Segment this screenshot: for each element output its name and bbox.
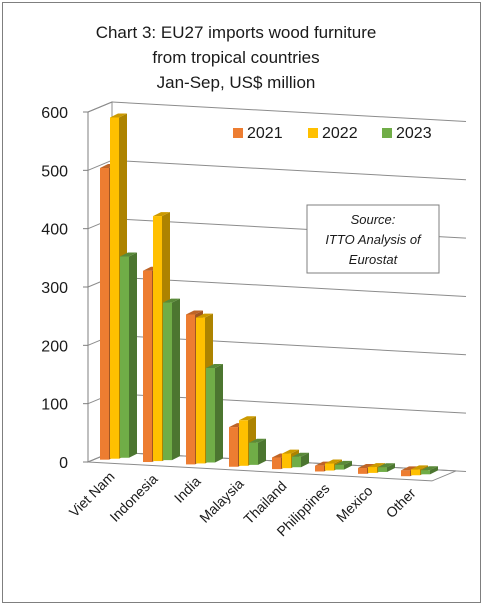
bar-front	[378, 467, 387, 472]
y-tick-label: 400	[41, 222, 68, 239]
bar-top	[249, 438, 266, 443]
bar-front	[143, 270, 152, 463]
legend-swatch-2021	[233, 128, 243, 138]
source-box-border	[306, 204, 440, 274]
source-box: Source: ITTO Analysis of Eurostat	[306, 204, 440, 274]
bar-front	[368, 467, 377, 473]
bar-front	[292, 456, 301, 468]
bar-mexico-2023	[378, 463, 395, 472]
x-tick-label: Malaysia	[196, 475, 247, 526]
y-tick-label: 500	[41, 163, 68, 180]
bar-front	[315, 465, 324, 472]
bar-top	[368, 463, 385, 468]
chart-title: Chart 3: EU27 imports wood furniture fro…	[96, 23, 377, 92]
bar-front	[153, 216, 162, 462]
bar-top	[401, 466, 418, 471]
bar-front	[282, 453, 291, 469]
bar-top	[110, 113, 127, 118]
bar-side	[301, 452, 309, 468]
x-tick-label: Mexico	[333, 482, 376, 525]
bar-front	[421, 470, 430, 475]
bar-side	[258, 438, 266, 465]
bar-front	[325, 463, 334, 471]
bar-top	[186, 310, 203, 315]
gridline-side-600	[87, 101, 113, 113]
bar-side	[129, 252, 137, 458]
x-tick-label: Other	[383, 485, 419, 521]
x-tick-label: India	[171, 473, 204, 506]
bar-front	[411, 469, 420, 476]
bar-viet-nam-2023	[120, 252, 137, 458]
bar-top	[325, 459, 342, 464]
bar-top	[282, 449, 299, 454]
bar-top	[163, 298, 180, 303]
legend: 2021 2022 2023	[233, 125, 432, 142]
bar-top	[239, 416, 256, 421]
bar-front	[206, 367, 215, 463]
bar-front	[196, 317, 205, 464]
source-line-3: Eurostat	[349, 252, 399, 267]
bar-front	[100, 167, 109, 460]
legend-swatch-2023	[382, 128, 392, 138]
bar-front	[272, 457, 281, 470]
bar-top	[421, 466, 438, 471]
bar-top	[206, 363, 223, 368]
y-tick-label: 300	[41, 280, 68, 297]
bar-top	[378, 463, 395, 468]
bar-front	[110, 117, 119, 459]
bars	[100, 113, 438, 477]
bar-indonesia-2023	[163, 298, 180, 461]
legend-swatch-2022	[308, 128, 318, 138]
bar-front	[249, 442, 258, 465]
bar-side	[172, 298, 180, 461]
gridline-600	[111, 101, 467, 122]
gridline-500	[111, 159, 467, 181]
bar-front	[239, 420, 248, 466]
bar-front	[120, 256, 129, 458]
chart-frame	[2, 2, 481, 603]
gridline-side-500	[87, 159, 113, 171]
bar-top	[120, 252, 137, 257]
bar-other-2023	[421, 466, 438, 475]
bar-front	[229, 427, 238, 467]
source-line-1: Source:	[351, 212, 396, 227]
y-axis: 0 100 200 300 400 500 600	[41, 105, 89, 472]
source-line-2: ITTO Analysis of	[325, 232, 422, 247]
gridline-300	[111, 276, 467, 297]
bar-front	[401, 470, 410, 477]
legend-label: 2022	[322, 125, 358, 142]
bar-front	[186, 314, 195, 465]
y-tick-label: 100	[41, 397, 68, 414]
legend-label: 2021	[247, 125, 283, 142]
bar-philippines-2023	[335, 460, 352, 470]
bar-top	[292, 452, 309, 457]
legend-label: 2023	[396, 125, 432, 142]
bar-malaysia-2023	[249, 438, 266, 465]
bar-thailand-2023	[292, 452, 309, 468]
bar-side	[387, 463, 395, 472]
bar-top	[358, 464, 375, 469]
y-tick-label: 600	[41, 105, 68, 122]
bar-india-2023	[206, 363, 223, 463]
bar-front	[335, 464, 344, 470]
bar-top	[335, 460, 352, 465]
title-line-2: from tropical countries	[152, 48, 319, 67]
bar-side	[430, 466, 438, 475]
title-line-3: Jan-Sep, US$ million	[157, 73, 316, 92]
bar-side	[215, 363, 223, 463]
bar-top	[153, 212, 170, 217]
y-tick-label: 200	[41, 338, 68, 355]
bar-side	[344, 460, 352, 470]
bar-top	[196, 313, 213, 318]
title-line-1: Chart 3: EU27 imports wood furniture	[96, 23, 377, 42]
bar-front	[358, 468, 367, 474]
bar-front	[163, 302, 172, 461]
bar-top	[411, 465, 428, 470]
y-tick-label: 0	[59, 455, 68, 472]
